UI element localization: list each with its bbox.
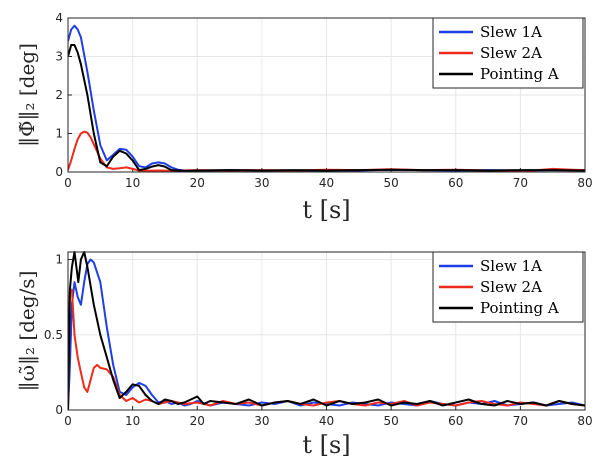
x-tick-label: 50 [383, 176, 398, 190]
x-tick-label: 0 [64, 176, 72, 190]
plot-frame [67, 251, 586, 411]
legend-label: Slew 2A [480, 278, 542, 296]
x-tick-label: 30 [254, 414, 269, 428]
x-tick-label: 70 [513, 176, 528, 190]
x-tick-label: 70 [513, 414, 528, 428]
x-tick-label: 10 [125, 414, 140, 428]
y-tick-label: 1 [55, 127, 63, 141]
y-axis-label: ‖ω̃‖₂ [deg/s] [15, 271, 40, 392]
x-tick-label: 20 [190, 414, 205, 428]
y-tick-label: 3 [55, 50, 63, 64]
x-tick-label: 40 [319, 176, 334, 190]
series-line-pointing-a [68, 251, 585, 410]
legend-label: Pointing A [480, 299, 559, 317]
legend-label: Pointing A [480, 65, 559, 83]
top-chart: 0 10 20 30 40 50 60 70 80 0 1 2 3 4 Slew 1A Slew 2A Poin… [15, 11, 593, 224]
y-tick-label: 0 [55, 165, 63, 179]
y-tick-label: 2 [55, 88, 63, 102]
x-tick-label: 60 [448, 414, 463, 428]
series-line-pointing-a [68, 44, 585, 172]
y-tick-label: 0.5 [44, 328, 63, 342]
y-tick-label: 0 [55, 403, 63, 417]
x-tick-label: 80 [577, 414, 592, 428]
legend-label: Slew 2A [480, 44, 542, 62]
x-tick-label: 50 [383, 414, 398, 428]
x-axis-label: t [s] [302, 196, 350, 224]
x-tick-label: 80 [577, 176, 592, 190]
legend-label: Slew 1A [480, 23, 542, 41]
x-tick-label: 20 [190, 176, 205, 190]
x-tick-label: 40 [319, 414, 334, 428]
y-tick-label: 4 [55, 11, 63, 25]
x-axis-label: t [s] [302, 431, 350, 459]
x-tick-label: 30 [254, 176, 269, 190]
x-tick-label: 0 [64, 414, 72, 428]
legend-label: Slew 1A [480, 257, 542, 275]
bottom-chart: 0 10 20 30 40 50 60 70 80 0 0.5 1 Slew 1A Slew 2A Poin… [15, 251, 593, 459]
plot-frame [67, 17, 586, 173]
y-axis-label: ‖Φ̃‖₂ [deg] [15, 43, 40, 147]
x-tick-label: 10 [125, 176, 140, 190]
x-tick-label: 60 [448, 176, 463, 190]
y-tick-label: 1 [55, 253, 63, 267]
